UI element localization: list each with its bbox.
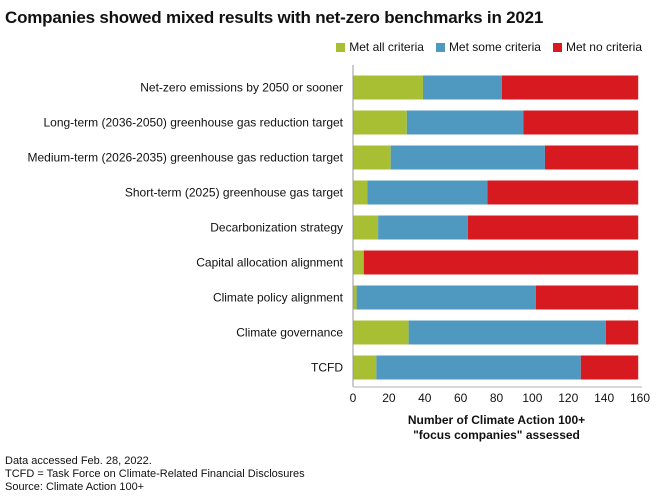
x-tick-label: 0 <box>350 391 357 405</box>
bar-segment <box>353 355 377 380</box>
x-axis-label-line: Number of Climate Action 100+ <box>407 413 586 427</box>
category-label: Climate governance <box>236 326 343 340</box>
bar-segment <box>580 355 639 380</box>
bar-segment <box>353 320 409 345</box>
bar-segment <box>378 215 468 240</box>
bar-segment <box>523 110 639 135</box>
bar-segment <box>487 180 639 205</box>
legend-item-none: Met no criteria <box>552 40 642 54</box>
x-tick-label: 80 <box>490 391 504 405</box>
x-tick-label: 140 <box>594 391 614 405</box>
bar-segment <box>353 180 368 205</box>
bar-segment <box>422 75 502 100</box>
bar-segment <box>501 75 639 100</box>
category-label: Climate policy alignment <box>213 291 344 305</box>
x-tick-label: 160 <box>630 391 650 405</box>
x-tick-label: 60 <box>454 391 468 405</box>
bar-segment <box>353 110 407 135</box>
category-label: Long-term (2036-2050) greenhouse gas red… <box>43 116 343 130</box>
footnotes: Data accessed Feb. 28, 2022. TCFD = Task… <box>5 455 305 494</box>
bar-segment <box>356 285 536 310</box>
category-label: Short-term (2025) greenhouse gas target <box>125 186 344 200</box>
bar-segment <box>353 75 423 100</box>
note-source: Source: Climate Action 100+ <box>5 481 145 493</box>
bar-segment <box>544 145 639 170</box>
legend-label: Met no criteria <box>565 40 642 54</box>
bar-segment <box>353 145 391 170</box>
x-axis-label-line: "focus companies" assessed <box>413 428 580 442</box>
bar-segment <box>408 320 606 345</box>
category-label: Medium-term (2026-2035) greenhouse gas r… <box>27 151 343 165</box>
bar-segment <box>605 320 639 345</box>
x-axis-label: Number of Climate Action 100+ "focus comp… <box>353 413 640 443</box>
bar-segment <box>390 145 545 170</box>
legend-item-some: Met some criteria <box>435 40 541 54</box>
legend-item-all: Met all criteria <box>336 40 424 54</box>
legend-swatch <box>336 42 346 52</box>
chart-title: Companies showed mixed results with net-… <box>5 8 544 27</box>
bar-segment <box>535 285 639 310</box>
category-label: Net-zero emissions by 2050 or sooner <box>140 81 343 95</box>
bar-segment <box>353 250 364 275</box>
legend: Met all criteria Met some criteria Met n… <box>336 40 642 54</box>
legend-swatch <box>435 42 445 52</box>
note-date: Data accessed Feb. 28, 2022. <box>5 455 152 467</box>
bar-segment <box>467 215 639 240</box>
bar-segment <box>406 110 524 135</box>
bar-segment <box>376 355 581 380</box>
bar-segment <box>363 250 639 275</box>
x-tick-label: 100 <box>522 391 542 405</box>
legend-label: Met all criteria <box>349 40 424 54</box>
bar-segment <box>367 180 488 205</box>
category-label: Decarbonization strategy <box>210 221 343 235</box>
bar-segment <box>353 285 357 310</box>
legend-swatch <box>552 42 562 52</box>
x-tick-label: 40 <box>418 391 432 405</box>
x-tick-label: 20 <box>382 391 396 405</box>
bar-segment <box>353 215 379 240</box>
category-label: Capital allocation alignment <box>196 256 343 270</box>
note-tcfd: TCFD = Task Force on Climate-Related Fin… <box>5 468 305 480</box>
category-label: TCFD <box>311 361 343 375</box>
legend-label: Met some criteria <box>448 40 541 54</box>
x-tick-label: 120 <box>558 391 578 405</box>
